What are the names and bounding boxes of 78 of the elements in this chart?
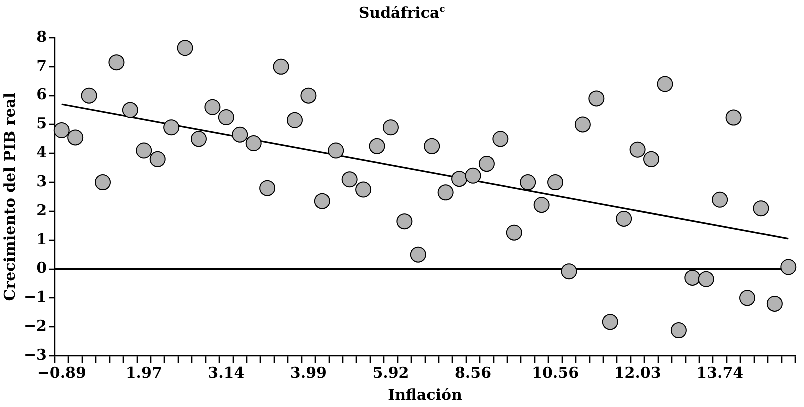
point xyxy=(190,131,207,148)
x-tick-label: 13.74 xyxy=(696,364,744,382)
point xyxy=(218,110,234,126)
y-tick-label: −2 xyxy=(24,316,48,335)
point xyxy=(644,151,660,168)
point xyxy=(314,193,330,210)
point xyxy=(698,271,714,288)
point xyxy=(54,122,70,139)
point xyxy=(122,102,138,118)
x-tick-label: −0.89 xyxy=(37,364,86,382)
point xyxy=(356,182,372,198)
point xyxy=(766,296,783,312)
y-tick-label: 4 xyxy=(36,144,48,162)
point xyxy=(342,172,358,188)
point xyxy=(561,264,578,280)
point xyxy=(410,246,426,263)
y-tick-label: 8 xyxy=(36,28,48,46)
point xyxy=(534,197,550,214)
point xyxy=(204,99,221,116)
y-tick-label: 7 xyxy=(36,56,48,75)
point xyxy=(382,120,399,136)
point xyxy=(753,200,770,217)
point xyxy=(452,171,468,188)
point xyxy=(520,174,536,191)
point xyxy=(630,142,646,158)
point xyxy=(602,314,618,330)
x-axis-title: Inflación xyxy=(388,386,462,404)
y-tick-label: 6 xyxy=(36,86,48,104)
point xyxy=(136,142,152,159)
point xyxy=(438,184,454,201)
point xyxy=(369,138,386,154)
y-tick-label: 5 xyxy=(36,114,48,133)
point xyxy=(588,90,605,107)
point xyxy=(670,322,687,339)
chart-title: Sudáfrica$^{c}$ xyxy=(358,4,446,22)
y-tick-label: −3 xyxy=(24,346,48,364)
point xyxy=(424,138,440,154)
point xyxy=(246,136,262,152)
x-tick-label: 10.56 xyxy=(532,364,580,382)
y-tick-label: 2 xyxy=(36,201,48,220)
x-tick-label: 3.14 xyxy=(208,364,245,382)
x-tick-label: 12.03 xyxy=(614,364,662,382)
y-tick-label: −1 xyxy=(24,288,48,306)
x-tick-label: 1.97 xyxy=(126,364,162,382)
point xyxy=(478,156,495,172)
point xyxy=(81,88,98,104)
point xyxy=(574,116,591,133)
point xyxy=(465,168,482,184)
point xyxy=(616,210,632,227)
point xyxy=(232,126,248,143)
point xyxy=(548,174,564,191)
point xyxy=(780,259,797,276)
point xyxy=(95,174,111,191)
point xyxy=(177,40,194,56)
x-tick-label: 8.56 xyxy=(454,364,492,382)
point xyxy=(506,224,522,241)
point xyxy=(396,214,413,230)
point xyxy=(300,88,317,104)
point xyxy=(328,142,344,159)
y-axis-title: Crecimiento del PIB real xyxy=(0,92,19,302)
point xyxy=(740,290,756,306)
point xyxy=(150,151,166,168)
point xyxy=(726,110,742,126)
x-tick-label: 5.92 xyxy=(372,364,410,382)
y-tick-label: 1 xyxy=(36,230,48,248)
point xyxy=(260,180,276,196)
point xyxy=(684,270,701,286)
point xyxy=(273,58,290,75)
point xyxy=(657,76,674,92)
x-tick-label: 3.99 xyxy=(290,364,327,382)
point xyxy=(68,130,84,146)
point xyxy=(164,120,180,136)
point xyxy=(712,192,728,208)
y-tick-label: 0 xyxy=(36,259,48,278)
point xyxy=(492,131,509,148)
y-tick-label: 3 xyxy=(36,172,48,190)
point xyxy=(108,54,125,71)
point xyxy=(286,112,303,128)
